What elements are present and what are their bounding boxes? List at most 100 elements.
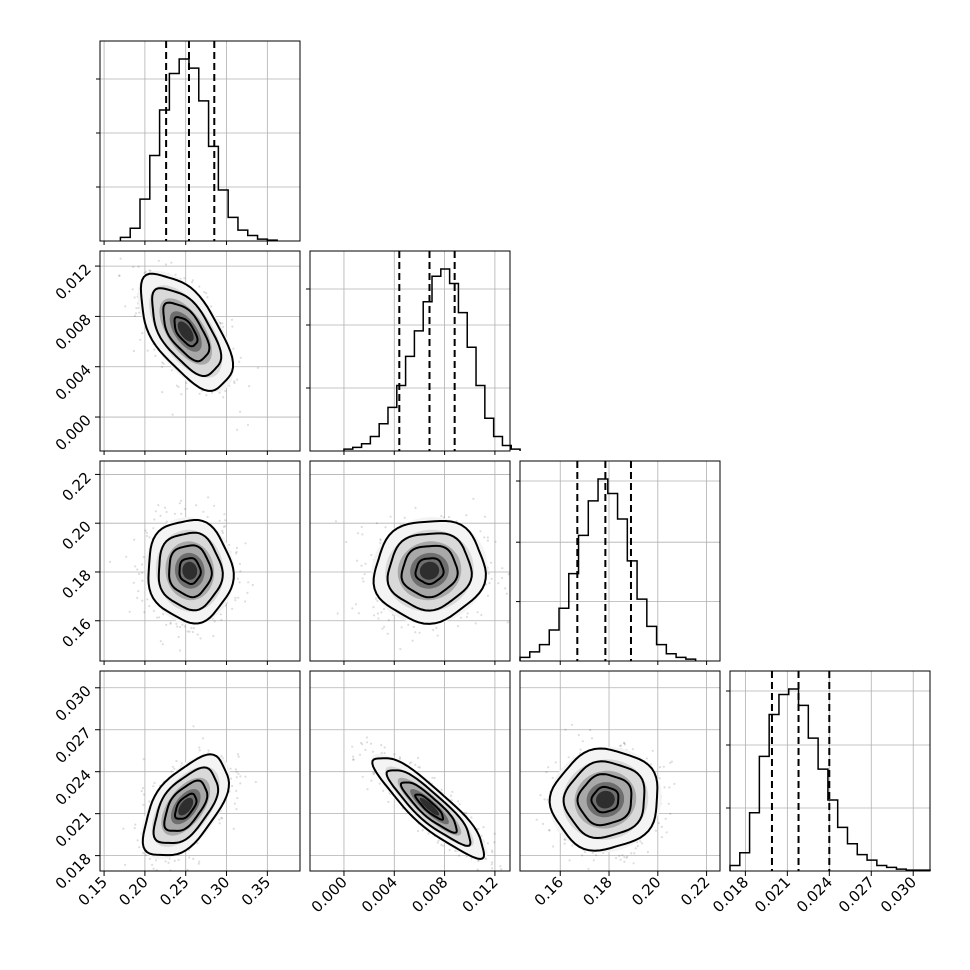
scatter-point — [486, 536, 489, 539]
scatter-point — [219, 613, 222, 616]
scatter-point — [665, 831, 668, 834]
scatter-point — [546, 798, 549, 801]
scatter-point — [379, 539, 382, 542]
scatter-point — [387, 619, 390, 622]
scatter-point — [141, 579, 144, 582]
hist-panel-1 — [306, 250, 521, 452]
scatter-point — [128, 610, 131, 613]
scatter-point — [490, 577, 493, 580]
scatter-point — [136, 568, 139, 571]
scatter-point — [488, 582, 491, 585]
contour-line — [372, 520, 487, 625]
scatter-point — [237, 755, 240, 758]
scatter-point — [383, 625, 386, 628]
scatter-point — [141, 787, 145, 790]
scatter-point — [418, 631, 421, 634]
scatter-point — [639, 840, 642, 843]
scatter-point — [658, 766, 662, 769]
scatter-point — [380, 751, 383, 755]
scatter-point — [141, 571, 144, 574]
contour-line — [139, 272, 234, 392]
scatter-point — [237, 772, 240, 775]
y-tick-label: 0.012 — [52, 260, 95, 303]
scatter-point — [398, 756, 402, 759]
scatter-point — [222, 325, 225, 328]
scatter-point — [173, 859, 176, 863]
scatter-point — [188, 856, 191, 859]
scatter-point — [543, 798, 546, 801]
histogram-1 — [343, 268, 521, 451]
scatter-point — [142, 803, 145, 807]
scatter-point — [132, 265, 135, 269]
scatter-point — [465, 615, 468, 619]
scatter-point — [486, 842, 489, 845]
panel-content — [108, 496, 254, 652]
scatter-point — [517, 897, 519, 899]
scatter-point — [239, 782, 242, 785]
scatter-panel-3-2 — [519, 670, 721, 872]
scatter-point — [356, 532, 360, 535]
scatter-point — [494, 540, 497, 543]
scatter-point — [411, 639, 414, 642]
scatter-point — [626, 855, 629, 858]
scatter-point — [399, 648, 402, 651]
scatter-point — [535, 818, 538, 821]
scatter-point — [248, 385, 251, 388]
scatter-point — [437, 839, 440, 842]
scatter-point — [662, 765, 665, 768]
scatter-point — [636, 845, 639, 848]
scatter-point — [148, 536, 151, 539]
x-tick-label: 0.30 — [197, 873, 233, 909]
scatter-point — [165, 520, 168, 523]
scatter-point — [185, 381, 188, 385]
scatter-point — [176, 625, 179, 628]
scatter-point — [152, 527, 155, 530]
panel-frame-3-2 — [519, 670, 721, 872]
scatter-point — [623, 860, 626, 863]
scatter-point — [408, 762, 412, 765]
scatter-point — [232, 827, 235, 831]
density-band — [419, 561, 440, 580]
scatter-point — [239, 775, 242, 778]
scatter-point — [136, 839, 139, 842]
scatter-point — [179, 649, 182, 652]
scatter-point — [435, 626, 438, 630]
scatter-point — [145, 531, 149, 534]
scatter-point — [619, 858, 622, 861]
scatter-point — [165, 510, 168, 514]
scatter-point — [667, 802, 670, 805]
scatter-point — [477, 859, 480, 863]
contour-line — [562, 760, 646, 840]
scatter-point — [400, 626, 403, 629]
scatter-point — [162, 613, 165, 616]
scatter-point — [183, 507, 186, 511]
scatter-point — [505, 592, 508, 595]
scatter-point — [246, 423, 250, 426]
scatter-point — [119, 257, 122, 260]
scatter-point — [412, 625, 415, 629]
scatter-point — [238, 360, 241, 363]
scatter-point — [547, 766, 550, 769]
scatter-point — [238, 581, 241, 584]
scatter-point — [491, 851, 494, 854]
scatter-point — [361, 533, 364, 536]
scatter-point — [155, 859, 158, 862]
scatter-point — [584, 851, 587, 854]
scatter-point — [183, 277, 186, 280]
scatter-point — [500, 868, 503, 871]
scatter-point — [358, 753, 362, 756]
x-tick-label: 0.25 — [156, 873, 192, 909]
scatter-point — [230, 318, 234, 321]
scatter-point — [380, 744, 383, 747]
scatter-point — [618, 744, 622, 748]
contour-line — [371, 757, 486, 861]
scatter-point — [591, 851, 594, 854]
scatter-point — [205, 394, 208, 397]
scatter-point — [213, 620, 216, 623]
scatter-point — [476, 868, 479, 871]
scatter-point — [143, 611, 146, 614]
scatter-point — [459, 616, 462, 619]
contour-line — [400, 544, 459, 599]
scatter-point — [221, 817, 224, 820]
y-tick-label: 0.20 — [58, 517, 94, 553]
